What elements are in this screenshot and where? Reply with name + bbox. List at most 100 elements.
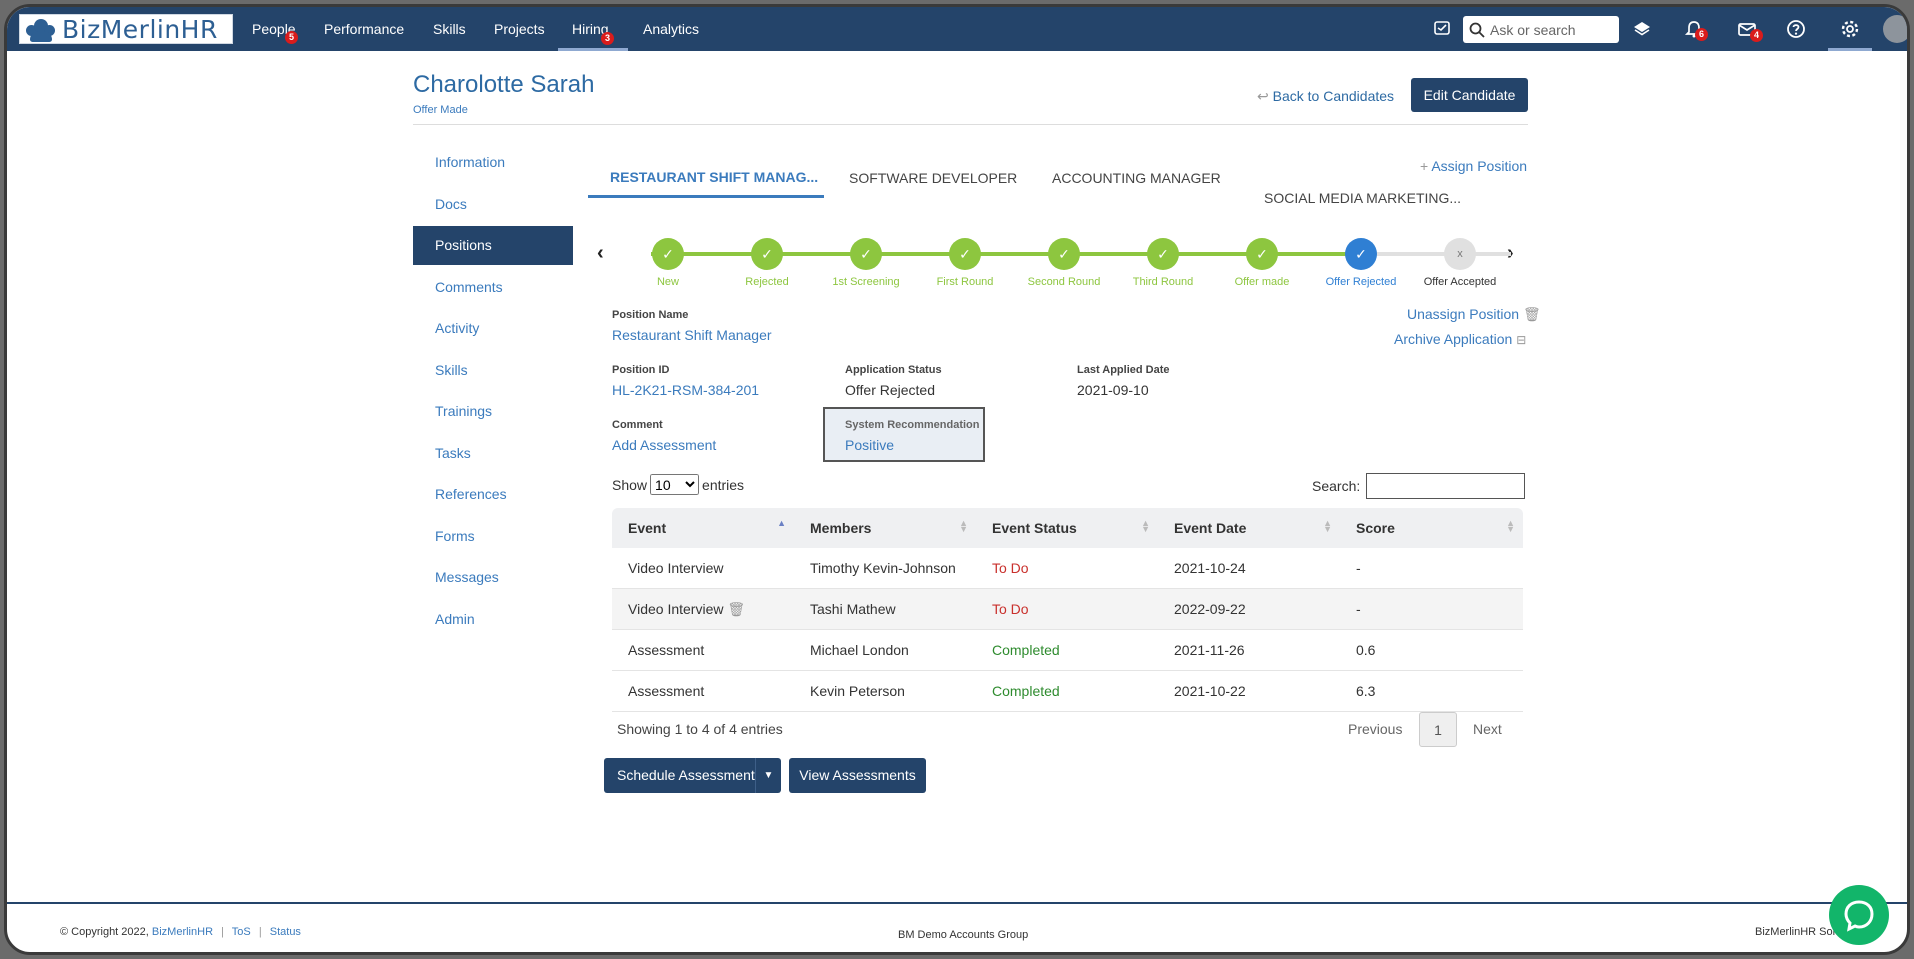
pagination-next[interactable]: Next (1473, 721, 1502, 737)
application-status-value: Offer Rejected (845, 382, 936, 398)
pipeline-stage-6-circle[interactable]: ✓ (1147, 238, 1179, 270)
user-avatar[interactable] (1883, 15, 1907, 43)
event-link[interactable]: Assessment (628, 642, 705, 658)
column-header-score-label: Score (1356, 520, 1395, 536)
sidebar-item-comments[interactable]: Comments (435, 279, 503, 295)
nav-hiring[interactable]: Hiring 3 (558, 7, 628, 51)
assign-position-label: Assign Position (1431, 158, 1528, 174)
event-status-cell: To Do (992, 601, 1029, 617)
column-header-event-status[interactable]: Event Status ▲ ▼ (976, 508, 1158, 548)
search-icon (1469, 22, 1485, 38)
sidebar-item-docs[interactable]: Docs (435, 196, 467, 212)
table-search-label: Search: (1312, 478, 1361, 494)
tab-social-media-marketing[interactable]: SOCIAL MEDIA MARKETING... (1264, 190, 1462, 206)
sidebar-item-admin[interactable]: Admin (435, 611, 475, 627)
nav-hiring-badge: 3 (601, 32, 614, 45)
assign-position-link[interactable]: + Assign Position (1420, 158, 1527, 174)
table-search-input[interactable] (1366, 473, 1526, 499)
layers-icon[interactable] (1632, 19, 1652, 39)
member-cell: Michael London (810, 642, 909, 658)
position-name-value[interactable]: Restaurant Shift Manager (612, 327, 772, 343)
member-cell: Tashi Mathew (810, 601, 896, 617)
member-cell: Timothy Kevin-Johnson (810, 560, 956, 576)
edit-candidate-button[interactable]: Edit Candidate (1411, 78, 1528, 112)
sidebar-item-messages[interactable]: Messages (435, 569, 499, 585)
copyright-text: © Copyright 2022, (60, 926, 149, 938)
nav-skills[interactable]: Skills (431, 7, 468, 51)
search-input[interactable] (1490, 21, 1610, 38)
notifications-badge: 6 (1695, 28, 1708, 41)
pipeline-stage-2-circle[interactable]: ✓ (751, 238, 783, 270)
entries-label: entries (702, 476, 745, 493)
column-header-event-status-label: Event Status (992, 520, 1077, 536)
sort-icon: ▲ ▼ (1141, 518, 1150, 534)
archive-application-link[interactable]: Archive Application ⊟ (1394, 331, 1526, 347)
trash-icon[interactable]: 🗑 (727, 601, 746, 617)
event-link[interactable]: Video Interview 🗑 (612, 589, 794, 629)
table-search: Search: (1312, 473, 1526, 499)
schedule-assessment-button[interactable]: Schedule Assessment ▼ (604, 758, 781, 793)
pagination-previous[interactable]: Previous (1348, 721, 1403, 737)
caret-down-icon[interactable]: ▼ (755, 758, 781, 793)
notifications-bell-icon[interactable]: 6 (1684, 19, 1708, 41)
score-cell: 0.6 (1356, 642, 1376, 658)
event-link[interactable]: Assessment (628, 683, 705, 699)
pagination-page-1[interactable]: 1 (1419, 712, 1457, 747)
pipeline-stage-1-circle[interactable]: ✓ (652, 238, 684, 270)
tab-software-developer[interactable]: SOFTWARE DEVELOPER (849, 170, 1018, 186)
footer-brand-link[interactable]: BizMerlinHR (151, 926, 214, 938)
column-header-event[interactable]: Event ▲ (612, 508, 794, 548)
event-link[interactable]: Video Interview (628, 560, 724, 576)
sidebar-item-tasks[interactable]: Tasks (435, 445, 471, 461)
mail-icon[interactable]: 4 (1737, 19, 1763, 42)
nav-analytics[interactable]: Analytics (641, 7, 701, 51)
view-assessments-button[interactable]: View Assessments (789, 758, 926, 793)
nav-performance[interactable]: Performance (322, 7, 406, 51)
back-to-candidates-link[interactable]: ↩ Back to Candidates (1257, 88, 1394, 105)
pipeline-stage-8-circle[interactable]: ✓ (1345, 238, 1377, 270)
brand-logo[interactable]: BizMerlinHR (19, 14, 233, 44)
sidebar-item-trainings[interactable]: Trainings (435, 403, 493, 419)
nav-people[interactable]: People 5 (250, 7, 298, 51)
sidebar-item-skills[interactable]: Skills (435, 362, 468, 378)
chat-widget-button[interactable] (1829, 885, 1889, 945)
sidebar-item-information[interactable]: Information (435, 154, 506, 170)
global-search[interactable] (1463, 16, 1619, 43)
nav-projects[interactable]: Projects (492, 7, 547, 51)
pipeline-stage-9-circle[interactable]: x (1444, 238, 1476, 270)
sidebar-item-positions[interactable]: Positions (413, 226, 573, 265)
add-assessment-link[interactable]: Add Assessment (612, 437, 717, 453)
pipeline-stage-4-circle[interactable]: ✓ (949, 238, 981, 270)
sidebar-item-activity[interactable]: Activity (435, 320, 480, 336)
column-header-event-date[interactable]: Event Date ▲ ▼ (1158, 508, 1340, 548)
event-status-cell: Completed (992, 683, 1060, 699)
pipeline-stage-7-circle[interactable]: ✓ (1246, 238, 1278, 270)
sort-icon: ▲ ▼ (959, 518, 968, 534)
system-recommendation-label: System Recommendation (845, 419, 980, 431)
pipeline-prev-arrow-icon[interactable]: ‹ (597, 242, 604, 264)
help-icon[interactable] (1786, 19, 1806, 39)
pipeline-stage-5-circle[interactable]: ✓ (1048, 238, 1080, 270)
tab-restaurant-shift-manager[interactable]: RESTAURANT SHIFT MANAG... (610, 169, 819, 185)
footer-company: BizMerlinHR Solu (1755, 926, 1842, 938)
page-size-select[interactable]: 10 (650, 474, 700, 495)
column-header-score[interactable]: Score ▲ ▼ (1340, 508, 1523, 548)
sidebar-item-references[interactable]: References (435, 486, 507, 502)
sort-asc-icon: ▲ (777, 518, 786, 528)
sidebar-item-forms[interactable]: Forms (435, 528, 475, 544)
event-status-cell: Completed (992, 642, 1060, 658)
nav-people-label: People (252, 21, 296, 37)
pipeline-stage-3-circle[interactable]: ✓ (850, 238, 882, 270)
application-status-label: Application Status (845, 364, 942, 376)
footer-status-link[interactable]: Status (269, 926, 301, 938)
footer-tos-link[interactable]: ToS (231, 926, 251, 938)
top-navbar: BizMerlinHR People 5 Performance Skills … (7, 7, 1907, 51)
nav-skills-label: Skills (433, 21, 466, 37)
unassign-position-link[interactable]: Unassign Position 🗑 (1407, 306, 1541, 323)
column-header-members[interactable]: Members ▲ ▼ (794, 508, 976, 548)
position-id-value[interactable]: HL-2K21-RSM-384-201 (612, 382, 760, 398)
pipeline-stage-8-label: Offer Rejected (1325, 276, 1397, 288)
tab-accounting-manager[interactable]: ACCOUNTING MANAGER (1052, 170, 1221, 186)
settings-gear-icon[interactable] (1828, 7, 1872, 51)
inbox-clock-icon[interactable] (1433, 19, 1453, 39)
